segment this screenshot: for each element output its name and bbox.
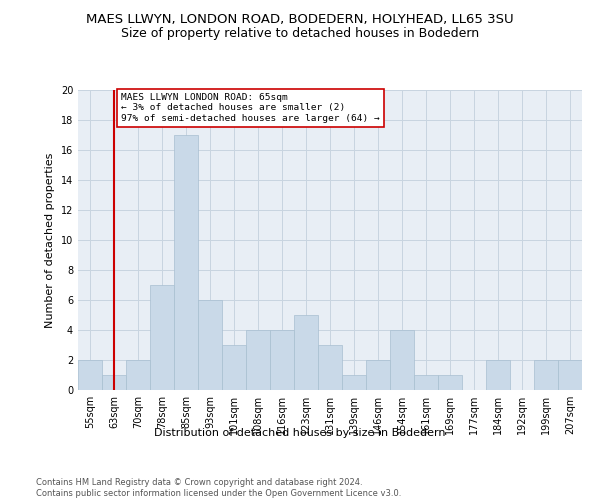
Text: Contains HM Land Registry data © Crown copyright and database right 2024.
Contai: Contains HM Land Registry data © Crown c…	[36, 478, 401, 498]
Bar	[294, 315, 318, 390]
Bar	[198, 300, 222, 390]
Bar	[174, 135, 198, 390]
Bar	[342, 375, 366, 390]
Bar	[414, 375, 438, 390]
Bar	[102, 375, 126, 390]
Bar	[78, 360, 102, 390]
Bar	[390, 330, 414, 390]
Text: Distribution of detached houses by size in Bodedern: Distribution of detached houses by size …	[154, 428, 446, 438]
Bar	[318, 345, 342, 390]
Y-axis label: Number of detached properties: Number of detached properties	[45, 152, 55, 328]
Bar	[126, 360, 150, 390]
Bar	[222, 345, 246, 390]
Text: MAES LLWYN LONDON ROAD: 65sqm
← 3% of detached houses are smaller (2)
97% of sem: MAES LLWYN LONDON ROAD: 65sqm ← 3% of de…	[121, 93, 380, 123]
Text: MAES LLWYN, LONDON ROAD, BODEDERN, HOLYHEAD, LL65 3SU: MAES LLWYN, LONDON ROAD, BODEDERN, HOLYH…	[86, 12, 514, 26]
Bar	[150, 285, 174, 390]
Bar	[366, 360, 390, 390]
Bar	[486, 360, 510, 390]
Bar	[270, 330, 294, 390]
Text: Size of property relative to detached houses in Bodedern: Size of property relative to detached ho…	[121, 28, 479, 40]
Bar	[534, 360, 558, 390]
Bar	[246, 330, 270, 390]
Bar	[558, 360, 582, 390]
Bar	[438, 375, 462, 390]
